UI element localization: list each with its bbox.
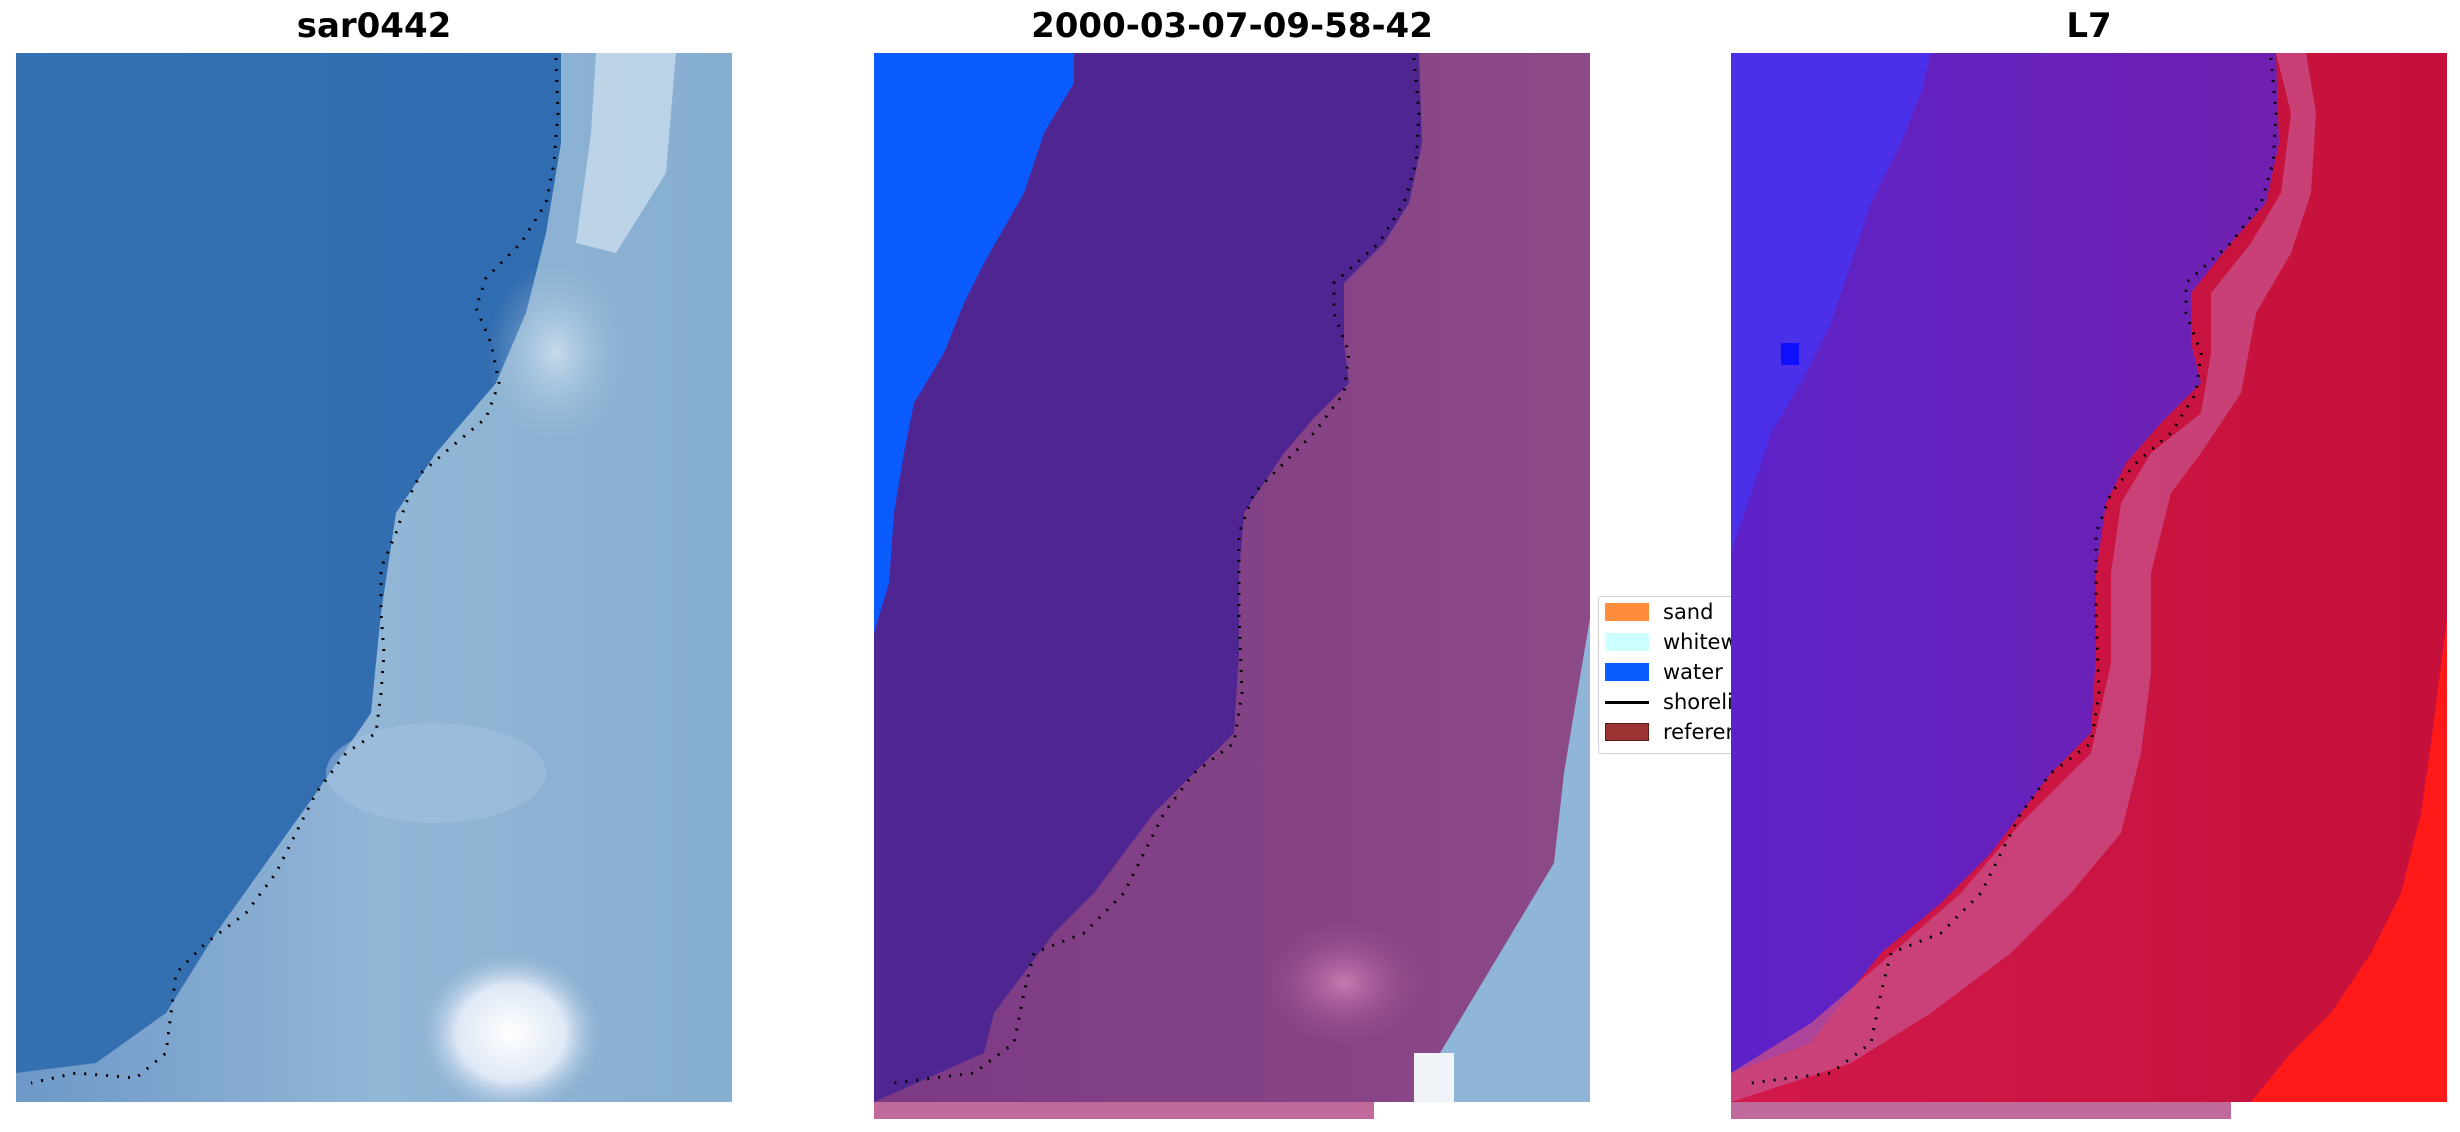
- l7-image-panel: [1731, 53, 2447, 1119]
- classified-image-panel: [874, 53, 1590, 1119]
- rgb-image: [16, 53, 732, 1102]
- shoreline-dotted: [30, 57, 560, 1085]
- classified-image: [874, 53, 1590, 1119]
- shoreline-dotted: [893, 57, 1421, 1085]
- legend-item-sand: sand: [1605, 599, 1713, 625]
- shoreline-dotted: [1750, 57, 2278, 1085]
- panel-title-rgb: sar0442: [296, 6, 452, 46]
- panel-title-classified: 2000-03-07-09-58-42: [1031, 6, 1433, 46]
- legend-swatch-sand: [1605, 603, 1649, 621]
- panel-title-l7: L7: [2066, 6, 2112, 46]
- l7-image: [1731, 53, 2447, 1119]
- legend-line-shoreline: [1605, 700, 1649, 704]
- legend-swatch-whitewater: [1605, 633, 1649, 651]
- legend-label: water: [1663, 660, 1723, 684]
- legend-label: sand: [1663, 600, 1714, 624]
- legend-swatch-water: [1605, 663, 1649, 681]
- rgb-image-panel: [16, 53, 732, 1102]
- legend-item-water: water: [1605, 659, 1723, 685]
- legend-swatch-reference: [1605, 723, 1649, 741]
